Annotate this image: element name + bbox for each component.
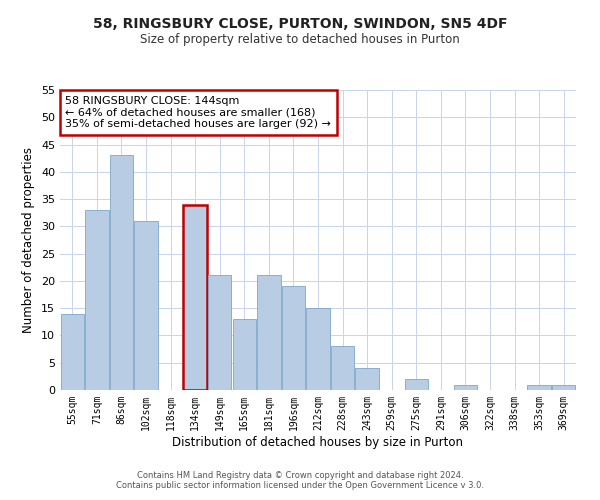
Bar — [134, 221, 158, 390]
Bar — [208, 276, 232, 390]
Bar — [257, 276, 281, 390]
Bar — [331, 346, 354, 390]
X-axis label: Distribution of detached houses by size in Purton: Distribution of detached houses by size … — [173, 436, 464, 448]
Bar — [404, 379, 428, 390]
Bar — [552, 384, 575, 390]
Bar — [282, 286, 305, 390]
Text: 58, RINGSBURY CLOSE, PURTON, SWINDON, SN5 4DF: 58, RINGSBURY CLOSE, PURTON, SWINDON, SN… — [93, 18, 507, 32]
Bar — [61, 314, 84, 390]
Bar — [307, 308, 329, 390]
Bar — [85, 210, 109, 390]
Text: Contains public sector information licensed under the Open Government Licence v : Contains public sector information licen… — [116, 482, 484, 490]
Bar — [184, 204, 207, 390]
Text: Size of property relative to detached houses in Purton: Size of property relative to detached ho… — [140, 32, 460, 46]
Bar — [355, 368, 379, 390]
Bar — [527, 384, 551, 390]
Bar — [454, 384, 477, 390]
Y-axis label: Number of detached properties: Number of detached properties — [22, 147, 35, 333]
Text: 58 RINGSBURY CLOSE: 144sqm
← 64% of detached houses are smaller (168)
35% of sem: 58 RINGSBURY CLOSE: 144sqm ← 64% of deta… — [65, 96, 331, 129]
Text: Contains HM Land Registry data © Crown copyright and database right 2024.: Contains HM Land Registry data © Crown c… — [137, 472, 463, 480]
Bar — [233, 319, 256, 390]
Bar — [110, 156, 133, 390]
